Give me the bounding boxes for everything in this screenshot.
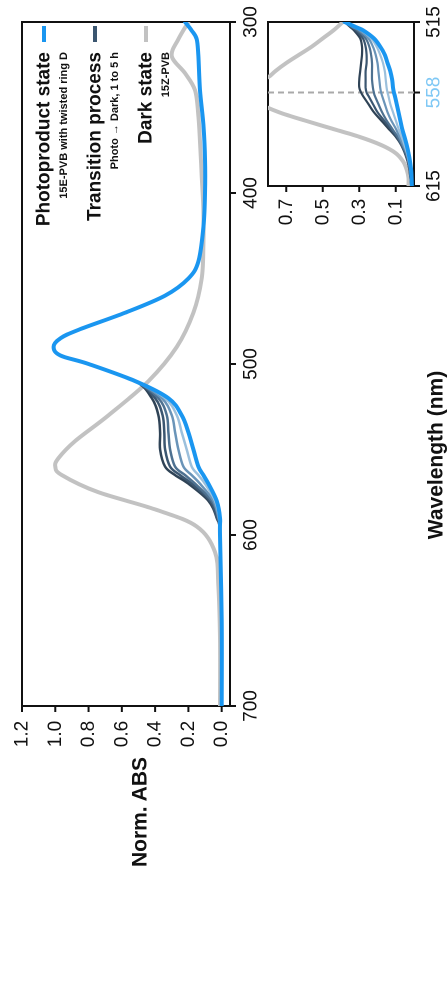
legend-sublabel: Photo → Dark, 1 to 5 h bbox=[109, 52, 121, 170]
x-tick-label: 500 bbox=[241, 348, 262, 380]
y-tick-label: 0.8 bbox=[78, 721, 99, 747]
x-tick-label: 300 bbox=[241, 6, 262, 38]
inset-dark-state-line bbox=[268, 22, 411, 186]
legend-sublabel: 15Z-PVB bbox=[160, 52, 172, 97]
inset-y-tick-label: 0.7 bbox=[276, 199, 297, 225]
y-tick-label: 1.0 bbox=[45, 721, 66, 747]
legend-label: Dark state bbox=[136, 52, 157, 144]
y-tick-label: 0.0 bbox=[211, 721, 232, 747]
inset-series-group bbox=[268, 22, 414, 186]
main-series-group bbox=[51, 22, 224, 706]
inset-x-tick-label: 515 bbox=[424, 6, 445, 38]
inset-y-tick-label: 0.1 bbox=[385, 199, 406, 225]
main-photoproduct-state-line bbox=[51, 22, 224, 706]
x-tick-label: 700 bbox=[241, 690, 262, 722]
y-tick-label: 0.4 bbox=[145, 720, 166, 747]
inset-photoproduct-state-line bbox=[342, 22, 414, 186]
x-tick-label: 600 bbox=[241, 519, 262, 551]
y-axis-label: Norm. ABS bbox=[129, 757, 152, 867]
inset-x-tick-label: 615 bbox=[424, 170, 445, 202]
y-tick-label: 0.2 bbox=[178, 721, 199, 747]
legend-sublabel: 15E-PVB with twisted ring D bbox=[58, 52, 70, 199]
x-tick-label: 400 bbox=[241, 177, 262, 209]
inset-y-tick-label: 0.3 bbox=[349, 199, 370, 225]
inset-plot-frame bbox=[267, 21, 415, 187]
y-tick-label: 0.6 bbox=[111, 721, 132, 747]
legend-label: Photoproduct state bbox=[34, 52, 55, 226]
inset-y-tick-label: 0.5 bbox=[312, 199, 333, 225]
legend-label: Transition process bbox=[85, 52, 106, 221]
y-tick-label: 1.2 bbox=[12, 721, 33, 747]
main-dark-state-line bbox=[53, 22, 223, 706]
reference-wavelength-label: 558 bbox=[424, 77, 445, 109]
x-axis-label: Wavelength (nm) bbox=[425, 371, 447, 539]
